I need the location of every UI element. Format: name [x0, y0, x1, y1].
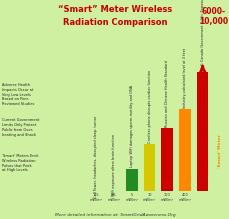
Text: Cell Tower, headaches, disrupted sleep, tumor: Cell Tower, headaches, disrupted sleep, … [94, 116, 98, 198]
Bar [125, 169, 137, 191]
Text: “Smart” Meter Wireless: “Smart” Meter Wireless [58, 5, 171, 14]
Text: Russian and Chinese Health Standard: Russian and Chinese Health Standard [164, 60, 169, 127]
Bar [161, 128, 172, 191]
Bar [90, 191, 102, 200]
Text: Current Government
Limits Only Protect
Public from Over-
heating and Shock: Current Government Limits Only Protect P… [2, 118, 40, 137]
Bar [108, 191, 119, 197]
Text: Cordless phone disrupts cardiac function: Cordless phone disrupts cardiac function [147, 70, 151, 143]
Text: 6000-
10,000: 6000- 10,000 [199, 7, 227, 26]
Text: Industry-calculated level at 3 feet: Industry-calculated level at 3 feet [182, 48, 186, 108]
Text: Radiation Comparison: Radiation Comparison [63, 18, 166, 27]
Text: WiFi exposure alters brain function: WiFi exposure alters brain function [112, 134, 115, 196]
Text: 30
mW/m²: 30 mW/m² [142, 193, 155, 202]
Text: 'Smart' Meter: 'Smart' Meter [217, 134, 221, 168]
Text: 0.6
mW/m²: 0.6 mW/m² [107, 193, 120, 202]
Text: Adverse Health
Impacts Occur at
Very Low Levels
Based on Peer-
Reviewed Studies: Adverse Health Impacts Occur at Very Low… [2, 83, 35, 106]
Bar [178, 109, 190, 191]
Text: 400
mW/m²: 400 mW/m² [178, 193, 191, 202]
Text: More detailed information at: SmartGridAwareness.Org: More detailed information at: SmartGridA… [55, 213, 174, 217]
Text: 0.5
mW/m²: 0.5 mW/m² [89, 193, 102, 202]
Text: 'Smart' Meters Emit
Wireless Radiation
Pulses that Peak
at High Levels: 'Smart' Meters Emit Wireless Radiation P… [2, 154, 38, 172]
Bar [196, 72, 208, 191]
Text: 5
mW/m²: 5 mW/m² [125, 193, 138, 202]
Bar [143, 144, 155, 191]
Text: 100
mW/m²: 100 mW/m² [160, 193, 173, 202]
Text: Laptop WiFi damages sperm motility and DNA: Laptop WiFi damages sperm motility and D… [129, 85, 133, 167]
Text: US & Canada Government Public Exposure ‘Guidelines’: US & Canada Government Public Exposure ‘… [200, 0, 204, 71]
